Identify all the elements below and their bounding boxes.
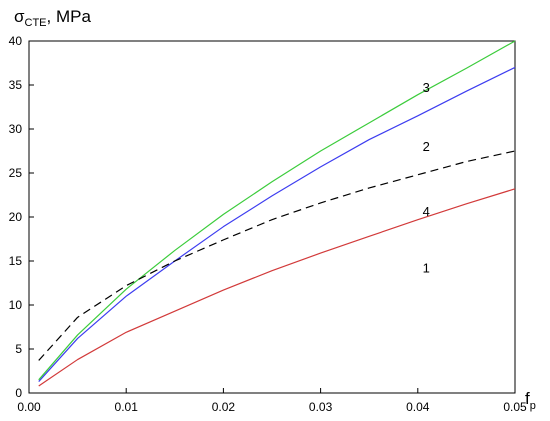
series-line-2 (38, 66, 516, 382)
x-tick-label: 0.01 (115, 400, 139, 414)
series-group (38, 40, 516, 387)
x-tick-label: 0.04 (406, 400, 430, 414)
y-tick-label: 0 (15, 386, 22, 400)
curve-label-4: 4 (423, 204, 430, 219)
series-line-4 (38, 150, 516, 361)
x-axis-label: fp (525, 389, 536, 412)
curve-label-2: 2 (423, 139, 430, 154)
y-tick-label: 10 (9, 298, 23, 312)
axis-ticks: 0.00 0.01 0.02 0.03 0.04 0.05 0 5 10 15 20 25 30 35 40 (9, 34, 527, 414)
x-tick-label: 0.02 (212, 400, 236, 414)
x-tick-label: 0.03 (309, 400, 333, 414)
x-tick-label: 0.05 (503, 400, 527, 414)
series-line-3 (38, 40, 516, 381)
y-tick-label: 35 (9, 78, 23, 92)
y-tick-label: 40 (9, 34, 23, 48)
x-tick-label: 0.00 (17, 400, 41, 414)
y-tick-label: 20 (9, 210, 23, 224)
annotations-group: 3 2 4 1 (423, 80, 430, 275)
curve-label-3: 3 (423, 80, 430, 95)
curve-label-1: 1 (423, 260, 430, 275)
y-tick-label: 25 (9, 166, 23, 180)
y-tick-label: 30 (9, 122, 23, 136)
series-line-1 (38, 188, 516, 387)
y-axis-label: σCTE, MPa (14, 7, 91, 29)
y-tick-label: 5 (15, 342, 22, 356)
y-tick-label: 15 (9, 254, 23, 268)
